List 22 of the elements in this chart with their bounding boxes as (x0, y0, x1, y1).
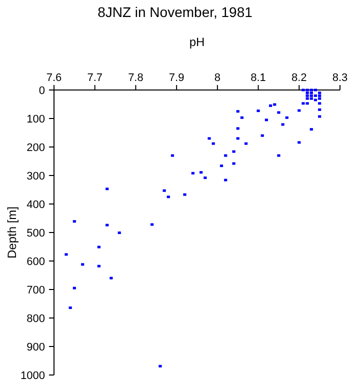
y-tick-label: 400 (26, 198, 45, 211)
y-tick-label: 200 (26, 142, 45, 154)
y-tick-label: 500 (26, 227, 45, 240)
x-tick-label: 8.1 (250, 72, 266, 84)
x-tick-label: 8.3 (332, 72, 348, 84)
x-tick-label: 7.9 (168, 72, 184, 84)
y-tick-label: 900 (26, 341, 45, 354)
x-tick-label: 7.8 (128, 72, 144, 84)
x-tick-label: 7.6 (46, 72, 62, 84)
y-tick-label: 100 (26, 113, 45, 126)
x-axis-title: pH (189, 35, 205, 49)
y-tick-label: 700 (26, 284, 45, 296)
y-tick-label: 1000 (20, 370, 45, 382)
y-tick-label: 800 (26, 312, 45, 325)
x-tick-label: 7.7 (87, 72, 103, 84)
chart-title: 8JNZ in November, 1981 (98, 4, 253, 20)
y-axis-title: Depth [m] (5, 206, 19, 259)
y-tick-label: 600 (26, 256, 45, 268)
y-tick-label: 0 (38, 84, 45, 97)
x-tick-label: 8 (214, 72, 220, 84)
y-tick-label: 300 (26, 170, 45, 182)
x-tick-label: 8.2 (291, 72, 307, 84)
